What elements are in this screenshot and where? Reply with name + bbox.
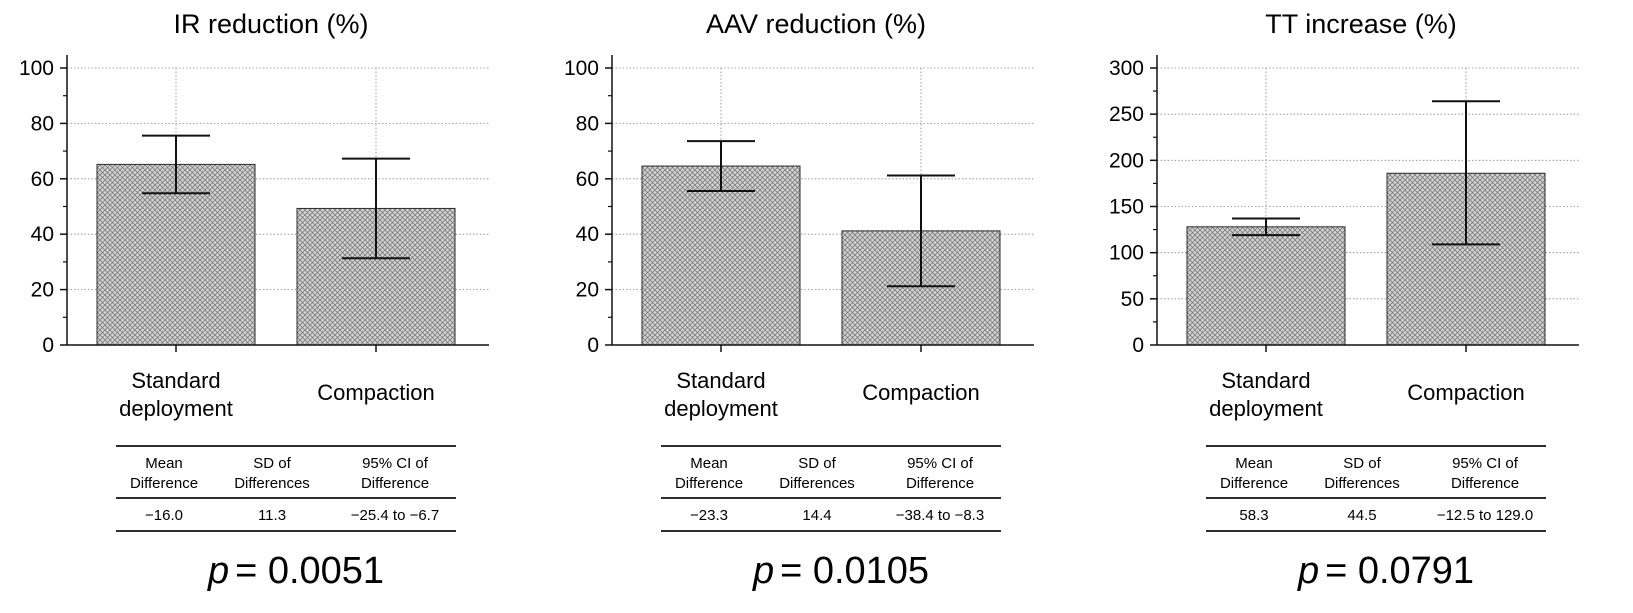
- y-tick-label: 100: [19, 57, 54, 80]
- table-header: SD of Differences: [1324, 455, 1400, 492]
- chart-panel-3: TT increase (%) 0 50 100 150 200 250 300 Standar…: [1109, 9, 1579, 592]
- y-tick-label: 100: [564, 57, 599, 80]
- table-header: SD of Differences: [234, 455, 310, 492]
- stats-table: Mean Difference SD of Differences 95% CI of D…: [661, 445, 1001, 532]
- table-cell: −12.5 to 129.0: [1437, 507, 1533, 524]
- table-cell: −23.3: [690, 507, 728, 524]
- y-tick-label: 250: [1109, 103, 1144, 126]
- stats-table: Mean Difference SD of Differences 95% CI of D…: [116, 445, 456, 532]
- table-cell: 11.3: [258, 507, 286, 524]
- y-tick-label: 50: [1121, 288, 1144, 311]
- p-value-number: = 0.0791: [1325, 550, 1474, 592]
- error-bar-2: [1432, 100, 1500, 246]
- table-cell: −25.4 to −6.7: [351, 507, 439, 524]
- table-cell: 14.4: [802, 507, 831, 524]
- bar-1: [96, 163, 256, 346]
- chart-title: IR reduction (%): [173, 9, 368, 39]
- error-bar-1: [142, 134, 210, 195]
- table-cell: 58.3: [1239, 507, 1268, 524]
- p-value: p = 0.0105: [752, 550, 929, 592]
- table-cell: 44.5: [1347, 507, 1376, 524]
- y-tick-label: 0: [587, 334, 599, 357]
- y-tick-label: 80: [576, 112, 599, 135]
- table-header: Mean Difference: [675, 455, 743, 492]
- p-value-symbol: p: [752, 550, 774, 592]
- bar-1: [1186, 226, 1346, 346]
- y-tick-label: 20: [31, 279, 54, 302]
- p-value: p = 0.0791: [1297, 550, 1474, 592]
- error-bar-1: [687, 140, 755, 192]
- x-category-label: Standard deployment: [1209, 368, 1323, 421]
- y-tick-label: 0: [1132, 334, 1144, 357]
- table-cell: −38.4 to −8.3: [896, 507, 984, 524]
- y-tick-label: 60: [576, 168, 599, 191]
- y-tick-label: 0: [42, 334, 54, 357]
- chart-title: TT increase (%): [1265, 9, 1457, 39]
- p-value-number: = 0.0051: [235, 550, 384, 592]
- x-category-label: Standard deployment: [664, 368, 778, 421]
- x-category-label: Compaction: [862, 380, 979, 405]
- stats-table: Mean Difference SD of Differences 95% CI of D…: [1206, 445, 1546, 532]
- table-header: 95% CI of Difference: [361, 455, 429, 492]
- error-bar-2: [887, 174, 955, 288]
- table-header: SD of Differences: [779, 455, 855, 492]
- y-tick-label: 60: [31, 168, 54, 191]
- bar-1: [641, 165, 801, 346]
- chart-title: AAV reduction (%): [706, 9, 926, 39]
- table-header: Mean Difference: [130, 455, 198, 492]
- error-bar-1: [1232, 217, 1300, 237]
- table-header: Mean Difference: [1220, 455, 1288, 492]
- p-value-symbol: p: [207, 550, 229, 592]
- table-header: 95% CI of Difference: [1451, 455, 1519, 492]
- y-tick-label: 200: [1109, 149, 1144, 172]
- x-category-label: Compaction: [317, 380, 434, 405]
- chart-panel-2: AAV reduction (%) 0 20 40 60 80 100 Standard dep…: [564, 9, 1034, 592]
- p-value-symbol: p: [1297, 550, 1319, 592]
- p-value: p = 0.0051: [207, 550, 384, 592]
- x-category-label: Compaction: [1407, 380, 1524, 405]
- y-tick-label: 300: [1109, 57, 1144, 80]
- y-tick-label: 40: [576, 223, 599, 246]
- y-tick-label: 150: [1109, 196, 1144, 219]
- p-value-number: = 0.0105: [780, 550, 929, 592]
- y-tick-label: 20: [576, 279, 599, 302]
- error-bar-2: [342, 157, 410, 260]
- y-tick-label: 40: [31, 223, 54, 246]
- table-cell: −16.0: [145, 507, 183, 524]
- y-tick-label: 80: [31, 112, 54, 135]
- table-header: 95% CI of Difference: [906, 455, 974, 492]
- y-tick-label: 100: [1109, 242, 1144, 265]
- chart-panel-1: IR reduction (%) 0 20 40 60 80 100 Standard depl…: [19, 9, 489, 592]
- x-category-label: Standard deployment: [119, 368, 233, 421]
